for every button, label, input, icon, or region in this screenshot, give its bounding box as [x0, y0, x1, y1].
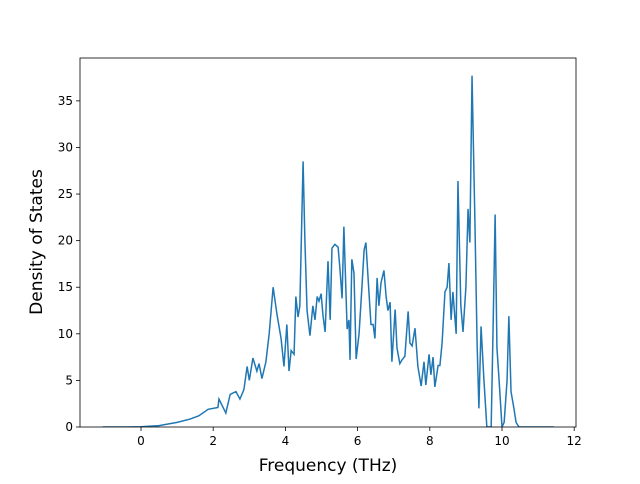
y-tick-label: 0: [65, 420, 73, 434]
x-tick-label: 2: [209, 434, 217, 448]
y-tick-label: 35: [58, 94, 73, 108]
x-tick-label: 0: [137, 434, 145, 448]
x-tick-label: 4: [282, 434, 290, 448]
x-axis-label: Frequency (THz): [259, 456, 398, 476]
x-tick-label: 6: [354, 434, 362, 448]
y-axis-label: Density of States: [27, 169, 47, 315]
y-tick-label: 10: [58, 327, 73, 341]
y-tick-label: 5: [65, 373, 73, 387]
x-tick-label: 8: [426, 434, 434, 448]
y-tick-label: 15: [58, 280, 73, 294]
line-series: [102, 75, 554, 427]
x-tick-label: 10: [494, 434, 509, 448]
y-tick-label: 25: [58, 187, 73, 201]
y-tick-label: 30: [58, 140, 73, 154]
y-tick-label: 20: [58, 234, 73, 248]
x-tick-label: 12: [567, 434, 582, 448]
plot-frame: [79, 57, 577, 428]
